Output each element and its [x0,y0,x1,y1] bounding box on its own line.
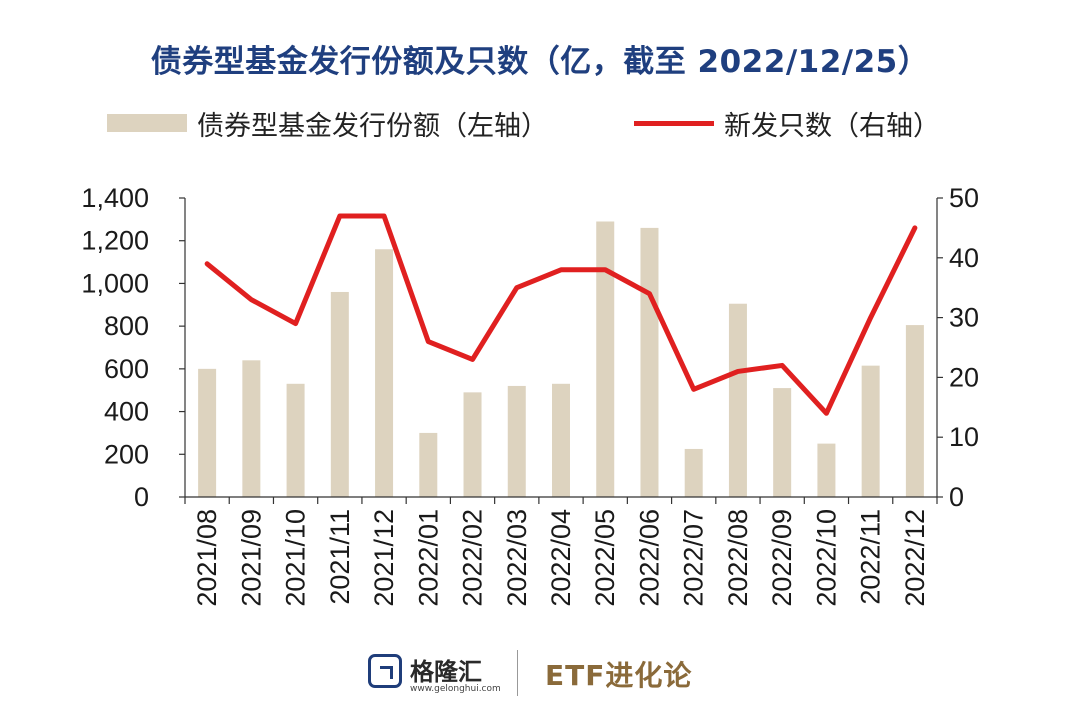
x-tick-label: 2022/12 [900,509,930,607]
bar-2021/12 [375,249,394,497]
legend-item-line: 新发只数（右轴） [634,100,940,146]
right-tick-label: 40 [949,243,979,273]
footer: 格隆汇 www.gelonghui.com ETF进化论 [0,640,1080,710]
chart-title: 债券型基金发行份额及只数（亿，截至 2022/12/25） [150,44,930,80]
left-tick-label: 200 [104,439,149,469]
bar-2022/08 [728,303,747,497]
x-tick-label: 2022/11 [856,509,886,605]
legend-bar-label: 债券型基金发行份额（左轴） [197,110,548,142]
x-tick-label: 2022/03 [502,509,532,607]
left-tick-label: 1,200 [81,226,149,256]
brand-name: ETF进化论 [545,659,693,692]
x-tick-label: 2022/07 [679,509,709,607]
left-tick-label: 800 [104,311,149,341]
legend-item-bar: 债券型基金发行份额（左轴） [107,100,548,146]
left-tick-label: 600 [104,354,149,384]
right-tick-label: 20 [949,362,979,392]
bar-2022/04 [552,383,570,497]
x-tick-label: 2022/04 [546,509,576,607]
legend-line-label: 新发只数（右轴） [724,110,940,142]
bar-2022/10 [817,443,836,497]
x-tick-label: 2021/08 [192,509,222,607]
logo-name: 格隆汇 [410,658,482,686]
bar-2022/11 [861,365,880,497]
left-tick-label: 1,400 [81,183,149,213]
footer-divider [517,650,518,696]
gelonghui-logo-icon [368,654,402,688]
right-tick-label: 30 [949,303,979,333]
x-tick-label: 2022/08 [723,509,753,607]
bar-2022/12 [905,325,924,497]
x-tick-label: 2022/05 [590,509,620,607]
legend-line-swatch [634,120,714,126]
combo-chart: 0 200 400 600 800 1,000 1,200 1,400 0 10 20 30 40 50 2… [81,183,979,607]
bar-2021/09 [242,360,261,497]
legend-bar-swatch [107,114,187,132]
right-tick-label: 0 [949,482,964,512]
x-tick-label: 2021/12 [369,509,399,607]
left-tick-label: 1,000 [81,268,149,298]
x-tick-label: 2021/11 [325,509,355,605]
bar-2021/11 [330,291,349,497]
left-tick-label: 0 [134,482,149,512]
legend: 债券型基金发行份额（左轴） 新发只数（右轴） [0,100,1080,146]
bar-2022/05 [596,221,615,497]
x-tick-label: 2021/10 [281,509,311,607]
bar-2022/03 [507,385,526,497]
x-tick-label: 2022/01 [413,509,443,607]
bar-2021/10 [286,383,305,497]
x-tick-label: 2022/02 [458,509,488,607]
bar-2022/06 [640,227,659,497]
bar-2022/01 [419,432,438,497]
bar-2022/09 [773,388,792,497]
bar-2022/02 [463,392,482,497]
logo-url: www.gelonghui.com [410,684,501,694]
x-tick-label: 2022/10 [811,509,841,607]
x-tick-label: 2021/09 [236,509,266,607]
x-tick-label: 2022/06 [634,509,664,607]
bar-2021/08 [198,368,217,497]
bar-2022/07 [684,448,703,497]
line-series-new-count [204,213,918,416]
x-tick-label: 2022/09 [767,509,797,607]
left-tick-label: 400 [104,397,149,427]
right-tick-label: 50 [949,183,979,213]
right-tick-label: 10 [949,422,979,452]
